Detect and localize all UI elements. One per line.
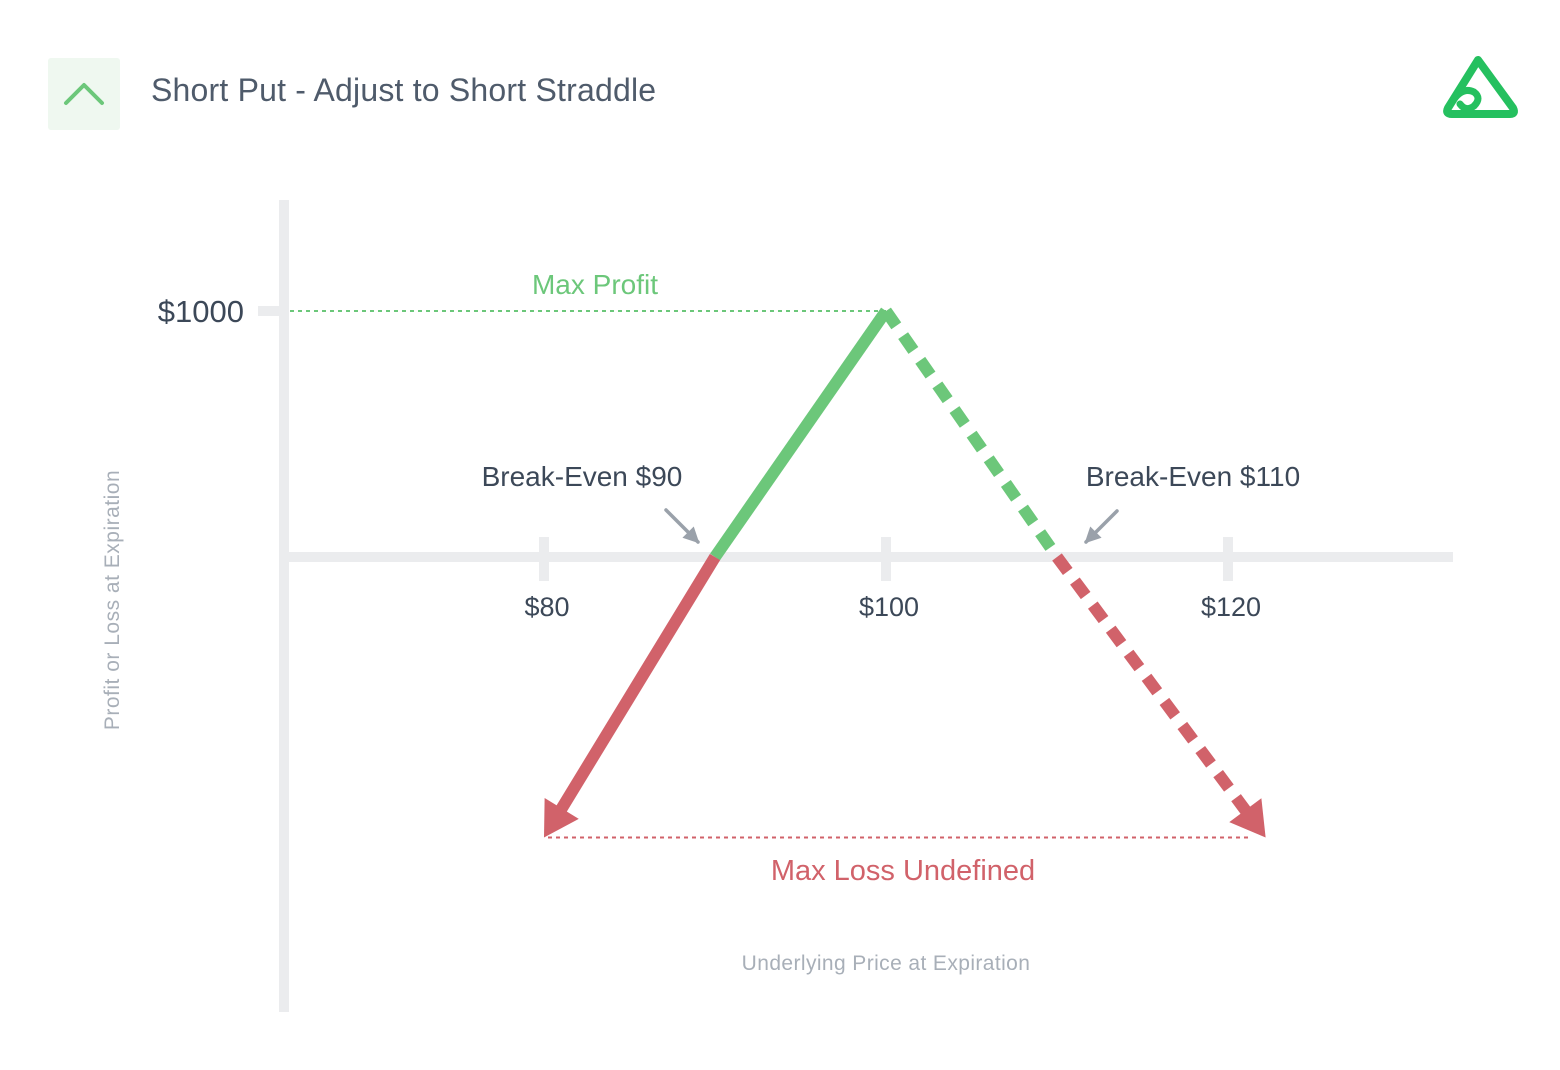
left-loss-arrowhead <box>544 797 579 838</box>
right-loss-segment <box>1052 553 1257 822</box>
y-axis-title: Profit or Loss at Expiration <box>101 469 124 731</box>
x-axis-title: Underlying Price at Expiration <box>741 952 1031 975</box>
header-badge[interactable] <box>48 58 120 130</box>
y-tick-label: $1000 <box>158 294 244 329</box>
left-loss-segment <box>551 553 721 821</box>
chevron-up-icon <box>64 83 104 105</box>
page-title: Short Put - Adjust to Short Straddle <box>151 72 657 108</box>
x-tick-label: $100 <box>859 592 919 622</box>
max-loss-label: Max Loss Undefined <box>771 855 1035 887</box>
brand-logo-icon <box>1443 56 1518 118</box>
max-profit-label: Max Profit <box>532 269 658 300</box>
right-loss-arrowhead <box>1229 798 1266 838</box>
right-profit-segment <box>881 307 1062 561</box>
x-tick-label: $120 <box>1201 592 1261 622</box>
break-even-low-label: Break-Even $90 <box>482 461 683 492</box>
break-even-high-label: Break-Even $110 <box>1086 461 1300 492</box>
break-even-low-pointer-head <box>682 526 700 544</box>
x-tick-label: $80 <box>524 592 569 622</box>
break-even-high-pointer-head <box>1084 526 1102 544</box>
left-profit-segment <box>710 307 891 561</box>
